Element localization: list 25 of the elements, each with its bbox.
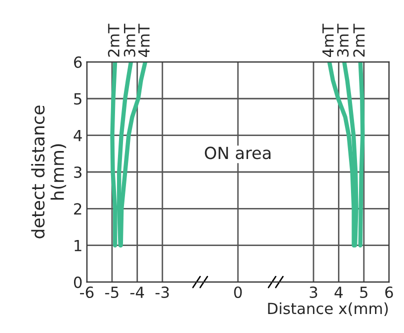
- x-tick-label: -5: [105, 286, 118, 298]
- text: 3mT: [337, 24, 349, 57]
- x-tick-label: 4: [334, 286, 343, 298]
- x-tick-label: -6: [80, 286, 94, 298]
- text: 3mT: [124, 24, 136, 57]
- text: 4mT: [138, 24, 150, 58]
- y-tick-label: 3: [74, 166, 82, 178]
- annotation: ON area: [204, 146, 270, 160]
- x-axis-title: Distance x(mm): [268, 302, 388, 316]
- x-tick-label: -3: [156, 286, 169, 298]
- text: 2mT: [353, 24, 365, 57]
- y-tick-label: 1: [74, 240, 82, 252]
- text: 2mT: [108, 24, 120, 57]
- x-tick-label: 3: [310, 286, 318, 298]
- y-tick-label: 5: [74, 93, 82, 105]
- x-tick-label: 0: [234, 286, 242, 298]
- y-tick-label: 2: [74, 203, 82, 214]
- x-tick-label: 6: [385, 286, 393, 298]
- y-axis-title: detect distance h(mm): [31, 106, 66, 238]
- x-tick-label: -4: [130, 286, 144, 298]
- y-tick-label: 4: [74, 130, 82, 142]
- text: 4mT: [322, 24, 334, 58]
- y-tick-label: 6: [74, 56, 82, 68]
- y-tick-label: 0: [74, 276, 82, 288]
- x-tick-label: 5: [360, 286, 368, 298]
